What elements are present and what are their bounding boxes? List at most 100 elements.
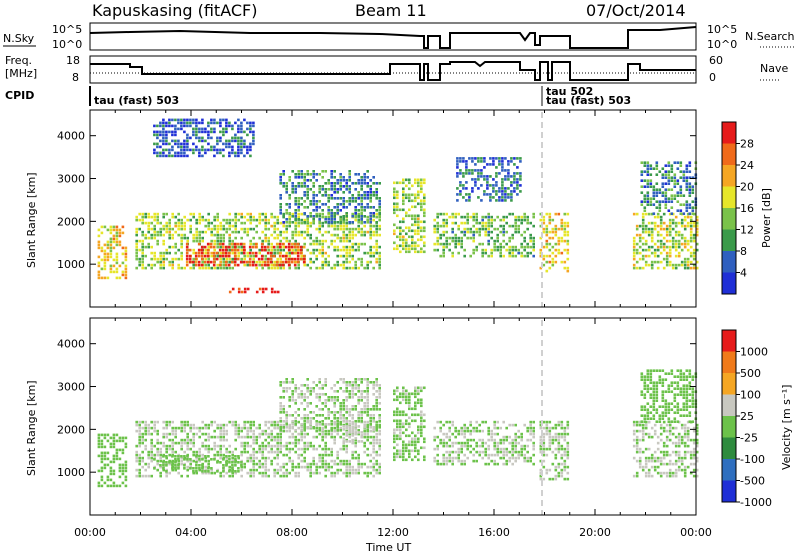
power-cell-10 (641, 266, 645, 270)
power-cell-0 (115, 261, 119, 265)
power-cell-1 (225, 257, 228, 261)
velocity-cell-8 (632, 423, 636, 427)
power-cell-1 (378, 245, 381, 249)
power-cell-4 (174, 139, 177, 143)
velocity-cell-6 (484, 462, 487, 466)
velocity-cell-1 (135, 423, 138, 427)
power-cell-4 (153, 148, 156, 152)
power-cell-11 (655, 188, 659, 191)
power-cell-8 (498, 172, 501, 175)
power-cell-1 (231, 257, 234, 261)
velocity-cell-1 (351, 453, 354, 457)
power-cell-3 (330, 197, 333, 200)
power-cell-2 (260, 254, 264, 258)
velocity-cell-8 (671, 450, 675, 454)
power-cell-7 (466, 227, 469, 231)
power-cell-1 (279, 248, 282, 252)
power-cell-8 (513, 190, 516, 193)
velocity-cell-1 (264, 462, 267, 466)
velocity-cell-1 (159, 459, 162, 463)
power-cell-10 (683, 218, 687, 222)
power-cell-6 (399, 250, 402, 254)
power-cell-1 (201, 218, 204, 222)
power-cell-8 (501, 196, 504, 199)
power-cell-1 (207, 212, 210, 216)
velocity-cell-1 (162, 444, 165, 448)
power-cell-4 (246, 148, 249, 152)
power-cell-1 (219, 251, 222, 255)
velocity-cell-5 (417, 458, 420, 462)
power-cell-8 (513, 187, 516, 190)
velocity-cell-7 (563, 462, 567, 466)
velocity-cell-8 (683, 435, 687, 439)
power-cell-1 (336, 245, 339, 249)
power-cell-7 (454, 245, 457, 249)
power-cell-1 (210, 233, 213, 237)
power-cell-10 (647, 248, 651, 252)
velocity-cell-6 (502, 438, 505, 442)
velocity-cell-3 (360, 399, 363, 402)
velocity-cell-6 (481, 456, 484, 460)
power-cell-2 (290, 245, 294, 249)
velocity-cell-1 (378, 453, 381, 457)
velocity-cell-1 (222, 435, 225, 439)
power-cell-4 (201, 130, 204, 134)
power-cell-3 (291, 191, 294, 194)
velocity-cell-1 (252, 453, 255, 457)
velocity-cell-1 (165, 432, 168, 436)
velocity-cell-3 (336, 417, 339, 420)
velocity-cell-3 (357, 378, 360, 381)
power-cell-2 (188, 248, 192, 252)
power-cell-5 (255, 290, 259, 294)
power-cell-1 (303, 263, 306, 267)
velocity-cell-1 (249, 429, 252, 433)
velocity-cell-3 (294, 384, 297, 387)
velocity-cell-1 (309, 441, 312, 445)
power-cell-8 (507, 169, 510, 172)
velocity-cell-0 (106, 433, 110, 437)
power-cell-2 (278, 263, 282, 267)
power-cell-10 (677, 221, 681, 225)
power-cell-1 (318, 251, 321, 255)
power-cell-1 (321, 221, 324, 225)
power-cell-2 (272, 254, 276, 258)
power-cell-2 (233, 248, 237, 252)
velocity-cell-1 (249, 471, 252, 475)
power-cell-1 (177, 221, 180, 225)
power-cell-7 (451, 212, 454, 216)
power-cell-1 (177, 233, 180, 237)
power-cell-2 (269, 254, 273, 258)
power-cell-3 (357, 182, 360, 185)
velocity-cell-7 (542, 420, 546, 424)
power-cell-10 (650, 239, 654, 243)
velocity-cell-0 (97, 454, 101, 458)
velocity-cell-6 (484, 450, 487, 454)
velocity-cell-1 (333, 441, 336, 445)
velocity-cell-1 (156, 420, 159, 424)
power-cell-1 (153, 257, 156, 261)
power-cell-6 (396, 196, 399, 200)
power-cell-11 (670, 179, 674, 182)
velocity-cell-3 (330, 387, 333, 390)
power-cell-4 (165, 136, 168, 140)
velocity-cell-3 (303, 399, 306, 402)
power-cell-1 (228, 257, 231, 261)
power-cell-1 (294, 248, 297, 252)
power-cell-1 (378, 251, 381, 255)
velocity-cell-3 (309, 402, 312, 405)
power-cell-10 (653, 215, 657, 219)
velocity-cell-1 (234, 429, 237, 433)
power-cell-1 (153, 251, 156, 255)
velocity-cell-1 (354, 438, 357, 442)
power-cell-1 (183, 215, 186, 219)
velocity-cell-1 (333, 429, 336, 433)
velocity-cell-3 (318, 414, 321, 417)
velocity-cell-3 (363, 396, 366, 399)
velocity-cell-3 (291, 426, 294, 429)
power-cell-11 (640, 161, 644, 164)
power-cell-6 (402, 190, 405, 194)
power-cell-8 (477, 175, 480, 178)
velocity-cell-3 (378, 402, 381, 405)
velocity-cell-5 (411, 443, 414, 447)
velocity-cell-1 (144, 438, 147, 442)
